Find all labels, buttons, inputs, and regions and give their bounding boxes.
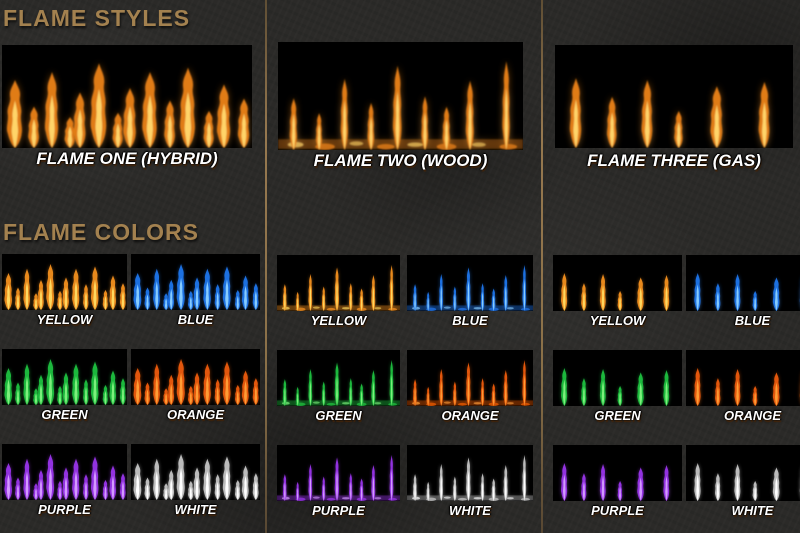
color-swatch-cell: YELLOW (553, 255, 682, 329)
flame-color-swatch (131, 444, 260, 500)
color-swatch-cell: ORANGE (686, 350, 800, 424)
color-swatch-label: YELLOW (310, 313, 367, 328)
color-swatch-label: PURPLE (591, 503, 644, 518)
flame-color-swatch (131, 254, 260, 310)
color-swatch-label: YELLOW (36, 312, 93, 327)
flame-color-swatch (2, 444, 127, 500)
color-swatch-cell: GREEN (2, 349, 127, 423)
flame-color-swatch (131, 349, 260, 405)
gas-flame-graphic (555, 45, 793, 148)
flame-color-swatch (277, 255, 400, 311)
color-swatch-cell: PURPLE (2, 444, 127, 518)
color-swatch-label: GREEN (41, 407, 88, 422)
color-swatch-cell: WHITE (131, 444, 260, 518)
flame-colors-heading: FLAME COLORS (3, 219, 199, 245)
color-grid-hybrid: YELLOW BLUE GREEN ORANGE PURPLE WHITE (2, 254, 260, 518)
flame-styles-heading: FLAME STYLES (3, 5, 191, 31)
color-swatch-label: PURPLE (38, 502, 91, 517)
color-swatch-cell: ORANGE (131, 349, 260, 423)
flame-color-swatch (2, 254, 127, 310)
color-swatch-label: ORANGE (166, 407, 225, 422)
color-swatch-label: BLUE (734, 313, 771, 328)
color-swatch-cell: WHITE (407, 445, 533, 519)
flame-color-swatch (553, 255, 682, 311)
flame-style-caption: FLAME ONE (HYBRID) (36, 149, 218, 168)
color-swatch-label: YELLOW (589, 313, 646, 328)
wood-flame-graphic (278, 42, 523, 150)
column-divider (265, 0, 267, 533)
color-swatch-label: BLUE (177, 312, 214, 327)
flame-color-swatch (407, 255, 533, 311)
color-swatch-cell: BLUE (407, 255, 533, 329)
flame-color-swatch (553, 445, 682, 501)
color-swatch-cell: WHITE (686, 445, 800, 519)
flame-color-swatch (407, 350, 533, 406)
flame-color-swatch (686, 445, 800, 501)
color-swatch-cell: ORANGE (407, 350, 533, 424)
color-swatch-cell: PURPLE (553, 445, 682, 519)
color-swatch-cell: BLUE (131, 254, 260, 328)
color-grid-wood: YELLOW BLUE GREEN ORANGE PURPLE WHITE (277, 255, 533, 519)
color-swatch-cell: GREEN (553, 350, 682, 424)
color-swatch-cell: GREEN (277, 350, 400, 424)
flame-color-swatch (277, 445, 400, 501)
flame-color-swatch (686, 255, 800, 311)
flame-color-swatch (277, 350, 400, 406)
color-swatch-label: WHITE (731, 503, 774, 518)
flame-color-swatch (2, 349, 127, 405)
color-swatch-label: BLUE (452, 313, 488, 328)
flame-style-caption: FLAME THREE (GAS) (587, 151, 761, 170)
color-swatch-cell: PURPLE (277, 445, 400, 519)
column-divider (541, 0, 543, 533)
flame-style-image-gas (555, 45, 793, 148)
flame-color-swatch (553, 350, 682, 406)
color-swatch-label: ORANGE (723, 408, 782, 423)
flame-color-swatch (407, 445, 533, 501)
hybrid-flame-graphic (2, 45, 252, 148)
flame-style-image-hybrid (2, 45, 252, 148)
flame-style-caption: FLAME TWO (WOOD) (313, 151, 488, 170)
color-swatch-label: PURPLE (312, 503, 365, 518)
color-swatch-cell: BLUE (686, 255, 800, 329)
flame-color-swatch (686, 350, 800, 406)
color-swatch-cell: YELLOW (2, 254, 127, 328)
color-swatch-label: GREEN (315, 408, 362, 423)
color-swatch-label: GREEN (594, 408, 641, 423)
color-swatch-label: WHITE (174, 502, 217, 517)
color-swatch-cell: YELLOW (277, 255, 400, 329)
flame-style-image-wood (278, 42, 523, 150)
color-swatch-label: WHITE (449, 503, 491, 518)
color-grid-gas: YELLOW BLUE GREEN ORANGE PURPLE WHITE (553, 255, 800, 519)
color-swatch-label: ORANGE (441, 408, 499, 423)
